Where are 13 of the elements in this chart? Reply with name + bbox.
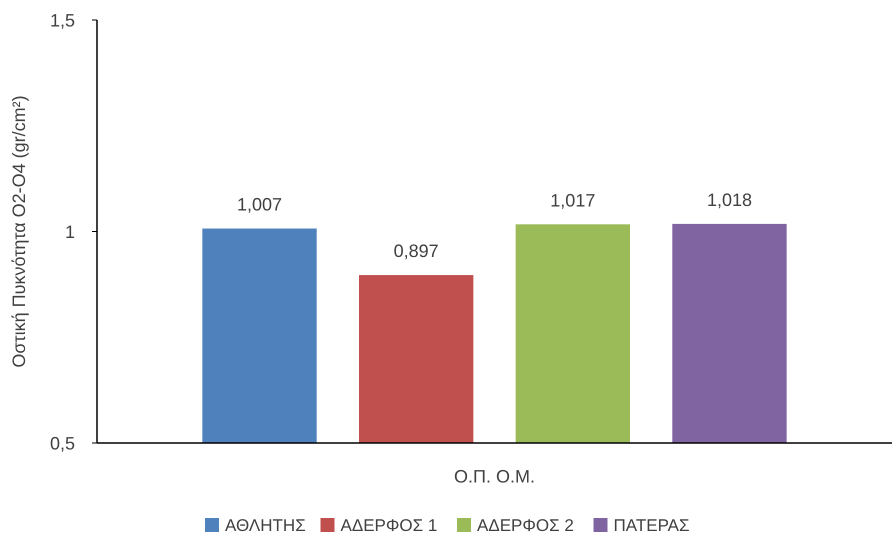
y-axis-title: Οστική Πυκνότητα Ο2-Ο4 (gr/cm²) [9, 95, 29, 368]
y-tick-label: 1,5 [50, 10, 75, 30]
legend-label: ΑΘΛΗΤΗΣ [225, 516, 306, 535]
data-label: 1,017 [550, 190, 596, 210]
data-label: 1,018 [706, 190, 752, 210]
y-tick-label: 1 [64, 222, 75, 242]
y-tick-label: 0,5 [50, 433, 75, 454]
legend-label: ΠΑΤΕΡΑΣ [614, 516, 690, 535]
legend-label: ΑΔΕΡΦΟΣ 1 [340, 516, 438, 535]
legend-label: ΑΔΕΡΦΟΣ 2 [477, 516, 574, 535]
x-tick-label: Ο.Π. Ο.Μ. [454, 466, 535, 486]
data-label: 0,897 [394, 241, 439, 262]
data-label: 1,007 [236, 194, 282, 215]
